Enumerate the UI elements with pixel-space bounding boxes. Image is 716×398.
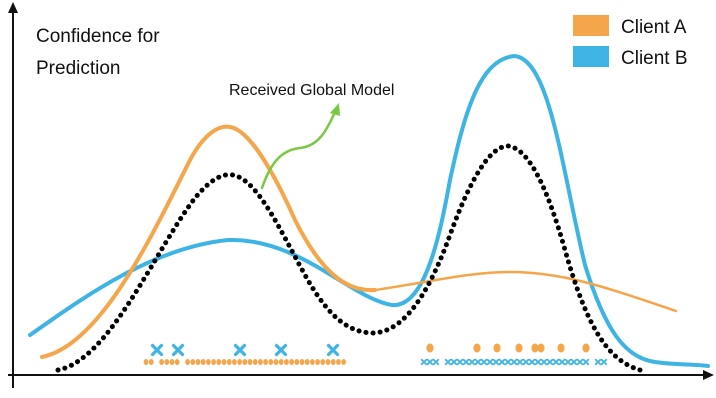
- client-a-sample-dot: [278, 359, 284, 365]
- client-a-sample-dot: [515, 343, 523, 353]
- client-b-sample-cross: [594, 358, 602, 366]
- sample-markers: [143, 343, 608, 366]
- y-axis-label-line-2: Prediction: [36, 58, 121, 79]
- client-b-sample-cross: [171, 343, 185, 357]
- client-b-sample-cross: [486, 358, 494, 366]
- client-a-sample-dot: [242, 359, 248, 365]
- client-a-sample-dot: [537, 343, 545, 353]
- client-a-sample-dot: [169, 359, 175, 365]
- client-a-sample-dot: [304, 359, 310, 365]
- client-b-sample-cross: [546, 358, 554, 366]
- client-b-sample-cross: [326, 343, 340, 357]
- y-axis-arrowhead: [8, 2, 18, 13]
- client-b-sample-cross: [474, 358, 482, 366]
- client-a-sample-dot: [237, 359, 243, 365]
- client-a-sample-dot: [493, 343, 501, 353]
- client-b-sample-cross: [534, 358, 542, 366]
- client-a-sample-dot: [330, 359, 336, 365]
- client-a-sample-dot: [211, 359, 217, 365]
- client-a-sample-dot: [247, 359, 253, 365]
- client-a-sample-dot: [315, 359, 320, 365]
- client-a-sample-dot: [426, 343, 434, 353]
- client-a-sample-dot: [195, 359, 201, 365]
- client-a-sample-dot: [232, 359, 237, 365]
- client-a-sample-dot: [143, 359, 149, 365]
- client-a-sample-dot: [221, 359, 227, 365]
- client-b-sample-cross: [233, 343, 247, 357]
- client-a-sample-dot: [159, 359, 165, 365]
- client-a-sample-dot: [273, 359, 279, 365]
- client-a-sample-dot: [148, 359, 154, 365]
- client-b-sample-cross: [274, 343, 288, 357]
- client-a-sample-dot: [252, 359, 258, 365]
- client-a-sample-dot: [336, 359, 341, 365]
- client-a-sample-dot: [289, 359, 294, 365]
- client-a-sample-dot: [174, 359, 180, 365]
- client-b-sample-cross: [444, 358, 452, 366]
- y-axis-label-line-1: Confidence for: [36, 26, 160, 47]
- client-a-sample-dot: [226, 359, 232, 365]
- client-a-sample-dot: [200, 359, 206, 365]
- client-b-sample-cross: [552, 358, 560, 366]
- client-b-sample-cross: [426, 358, 434, 366]
- client-a-sample-dot: [299, 359, 305, 365]
- client-a-sample-dot: [473, 343, 481, 353]
- client-a-sample-dot: [190, 359, 196, 365]
- client-b-sample-cross: [582, 358, 590, 366]
- client-b-sample-cross: [492, 358, 500, 366]
- legend-label-client-a: Client A: [621, 17, 687, 38]
- client-b-sample-cross: [528, 358, 536, 366]
- global-model-curve: [55, 143, 643, 373]
- client-b-sample-cross: [540, 358, 548, 366]
- axes: [8, 2, 714, 388]
- legend-label-client-b: Client B: [621, 48, 688, 69]
- client-a-sample-dot: [206, 359, 211, 365]
- legend: Client A Client B: [573, 15, 688, 69]
- client-b-sample-cross: [432, 358, 440, 366]
- client-a-sample-dot: [294, 359, 300, 365]
- client-b-sample-cross: [564, 358, 572, 366]
- client-b-sample-cross: [456, 358, 464, 366]
- client-a-sample-dot: [185, 359, 191, 365]
- client-b-sample-cross: [600, 358, 608, 366]
- legend-swatch-client-a: [573, 15, 609, 36]
- client-a-confidence-curve: [40, 124, 377, 359]
- received-global-model-arrow: [260, 103, 340, 190]
- client-b-sample-cross: [480, 358, 488, 366]
- client-b-sample-cross: [462, 358, 470, 366]
- client-a-sample-dot: [284, 359, 289, 365]
- client-b-sample-cross: [150, 343, 164, 357]
- client-a-confidence-tail: [373, 270, 678, 313]
- client-b-sample-cross: [516, 358, 524, 366]
- client-b-sample-cross: [510, 358, 518, 366]
- client-b-sample-cross: [576, 358, 584, 366]
- client-a-sample-dot: [258, 359, 263, 365]
- client-a-sample-dot: [263, 359, 268, 365]
- client-b-sample-cross: [450, 358, 458, 366]
- client-b-sample-cross: [498, 358, 506, 366]
- client-a-sample-dot: [320, 359, 326, 365]
- client-a-sample-dot: [164, 359, 170, 365]
- client-b-sample-cross: [570, 358, 578, 366]
- legend-swatch-client-b: [573, 46, 609, 67]
- client-b-sample-cross: [558, 358, 566, 366]
- client-b-sample-cross: [468, 358, 476, 366]
- client-b-sample-cross: [504, 358, 512, 366]
- client-b-sample-cross: [522, 358, 530, 366]
- client-a-sample-dot: [216, 359, 222, 365]
- arrowhead-icon: [330, 103, 340, 116]
- client-a-sample-dot: [268, 359, 274, 365]
- client-a-sample-dot: [325, 359, 331, 365]
- client-a-sample-dot: [557, 343, 565, 353]
- client-b-sample-cross: [420, 358, 428, 366]
- client-a-sample-dot: [531, 343, 539, 353]
- client-a-sample-dot: [582, 343, 590, 353]
- client-a-sample-dot: [341, 359, 346, 365]
- client-b-confidence-curve: [28, 53, 710, 368]
- x-axis-arrowhead: [703, 370, 714, 380]
- annotation-label: Received Global Model: [229, 82, 394, 99]
- client-a-sample-dot: [310, 359, 315, 365]
